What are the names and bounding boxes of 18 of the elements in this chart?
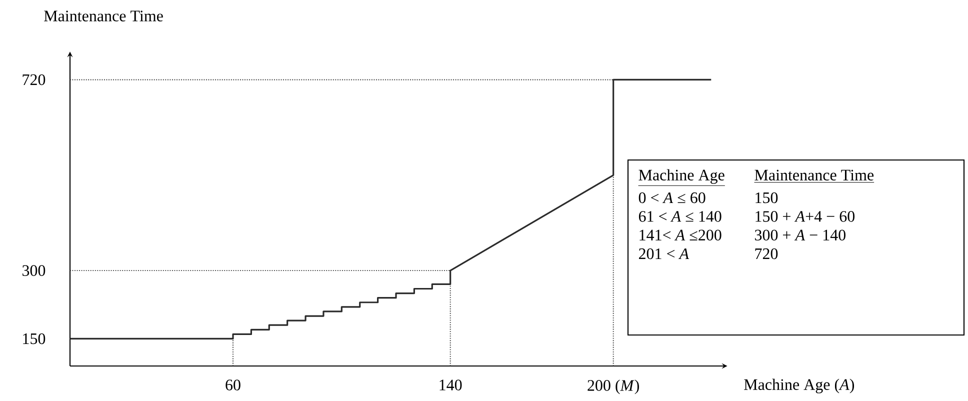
y-axis-title: Maintenance Time — [44, 10, 163, 22]
y-tick-label: 150 — [23, 333, 46, 344]
annotation: Machine Age — [638, 169, 724, 184]
annotation: 61 < A ≤ 140 — [638, 211, 722, 222]
text: 300 + A − 140 — [755, 230, 846, 240]
text: 720 — [755, 248, 778, 260]
annotation: 141< A ≤200 — [640, 230, 722, 240]
x-tick-label: 140 — [440, 380, 462, 390]
y-tick-label: 300 — [22, 265, 46, 276]
x-tick-label: 60 — [226, 380, 240, 390]
x-tick-label: 200 (M) — [588, 380, 639, 394]
y-tick-label: 720 — [22, 74, 46, 86]
text: 150 + A+4 − 60 — [756, 211, 854, 222]
text: Maintenance Time — [754, 170, 874, 180]
x-axis-title: Machine Age (A) — [744, 378, 854, 394]
annotation: 201 < A — [638, 248, 690, 260]
annotation: 0 < A ≤ 60 — [638, 192, 706, 204]
text: 150 — [756, 192, 778, 204]
